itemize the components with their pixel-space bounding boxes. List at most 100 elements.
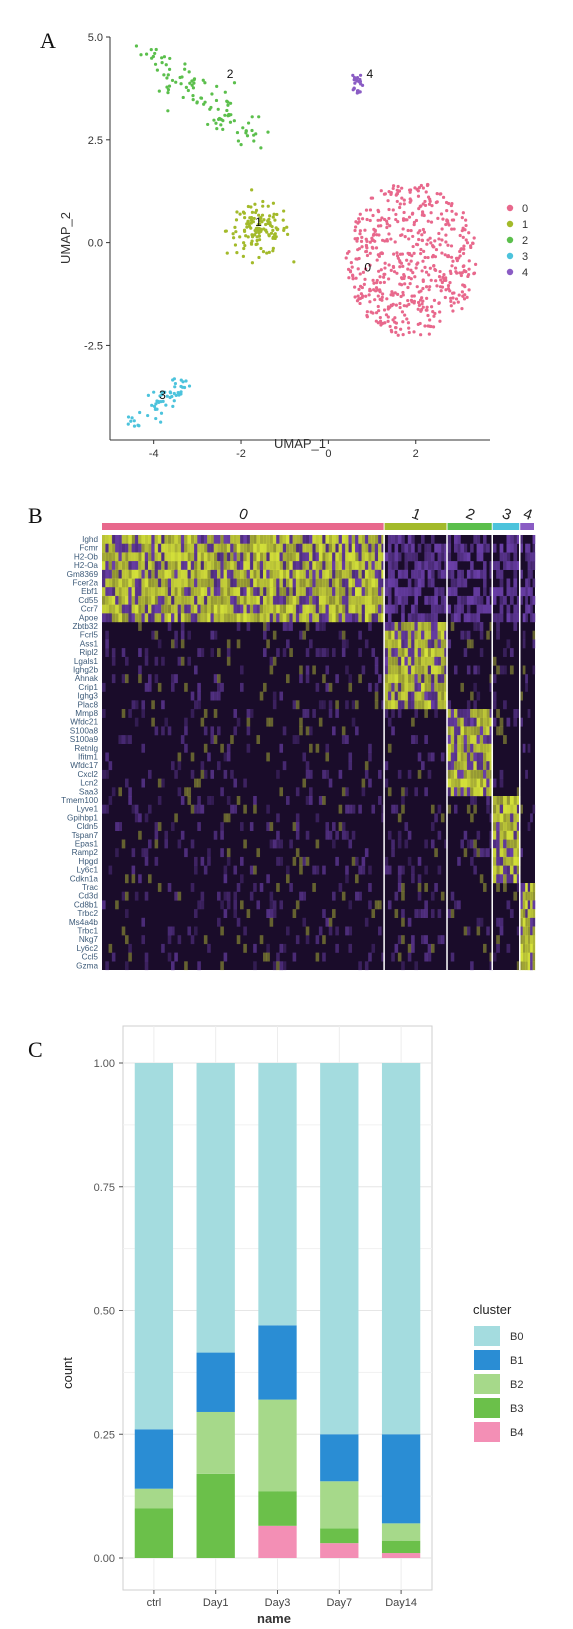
heatmap-cell [141,595,146,605]
umap-point [444,240,448,244]
heatmap-cell [266,639,270,649]
umap-point [448,289,452,293]
heatmap-cell [269,569,274,579]
heatmap-cell [266,804,270,814]
heatmap-cell [453,535,458,544]
heatmap-cell [513,813,518,823]
heatmap-cell [401,630,405,640]
heatmap-cell [407,613,412,623]
heatmap-cell [338,535,343,544]
heatmap-cell [401,961,405,971]
umap-point [394,193,398,197]
heatmap-cell [164,535,169,544]
heatmap-cell [440,569,445,579]
heatmap-cell [476,778,481,788]
heatmap-cell [292,535,297,544]
umap-point [393,240,397,244]
heatmap-cell [341,561,346,570]
umap-point [214,121,218,125]
heatmap-cell [434,700,438,710]
heatmap-cell [397,709,402,718]
heatmap-cell [246,709,251,718]
heatmap-cell [207,569,211,579]
heatmap-cell [499,717,504,727]
umap-point [179,390,183,394]
heatmap-cell [516,839,521,849]
umap-point [223,113,227,117]
umap-point [380,292,385,296]
umap-point [444,276,448,280]
heatmap-cell [496,883,500,892]
heatmap-cell [299,561,303,570]
heatmap-cell [207,943,211,953]
heatmap-cell [351,587,356,597]
heatmap-cell [486,595,490,605]
heatmap-cell [397,622,402,631]
heatmap-cell [368,543,372,553]
heatmap-cell [338,822,343,831]
heatmap-cell [240,682,244,692]
heatmap-cell [463,752,468,762]
heatmap-cell [131,552,136,562]
heatmap-cell [371,561,376,570]
heatmap-cell [157,595,162,605]
heatmap-cell [190,595,195,605]
heatmap-cell [401,613,405,623]
heatmap-cell [243,804,247,814]
umap-point [386,319,390,323]
heatmap-cell [364,561,369,570]
heatmap-cell [427,665,432,675]
heatmap-cell [394,535,399,544]
umap-point [428,199,432,203]
umap-point [223,90,227,94]
heatmap-cell [272,587,277,597]
heatmap-cell [421,909,425,918]
heatmap-cell [499,569,504,579]
heatmap-cell [427,952,432,962]
heatmap-cell [384,674,389,684]
heatmap-gene-label: Fcrl5 [80,631,99,640]
heatmap-cell [391,691,395,701]
heatmap-cell [223,578,228,588]
heatmap-cell [148,561,152,570]
heatmap-cell [174,595,178,605]
umap-point [134,44,139,48]
heatmap-cell [444,665,448,675]
umap-point [274,226,278,230]
heatmap-cell [404,822,409,831]
heatmap-cell [213,578,218,588]
heatmap-cell [111,595,116,605]
umap-axes: -4 -2 0 2-2.50.02.55.0 [84,32,490,460]
umap-point [401,227,405,231]
umap-point [355,257,359,261]
heatmap-cell [411,569,415,579]
heatmap-cell [144,604,149,614]
heatmap-cell [351,613,356,623]
umap-point [195,101,199,105]
heatmap-cell [384,691,389,701]
heatmap-cell [527,709,531,718]
heatmap-cell [378,796,382,805]
heatmap-cell [476,622,481,631]
heatmap-cell [295,848,300,858]
heatmap-cell [338,595,343,605]
heatmap-cell [437,830,442,840]
heatmap-cluster-label: 0 [237,505,251,524]
umap-point [407,262,411,266]
heatmap-cell [295,700,300,710]
heatmap-cell [111,674,116,684]
heatmap-cell [253,613,257,623]
heatmap-cell [421,578,425,588]
heatmap-cell [503,813,507,823]
heatmap-cell [184,569,188,579]
umap-point [261,204,265,208]
heatmap-cell [318,552,323,562]
heatmap-cell [128,735,132,744]
heatmap-cell [470,839,474,849]
heatmap-cell [322,543,326,553]
heatmap-cell [105,630,109,640]
heatmap-cell [378,543,382,553]
heatmap-cell [125,656,129,666]
heatmap-cell [131,569,136,579]
umap-point [166,88,171,92]
